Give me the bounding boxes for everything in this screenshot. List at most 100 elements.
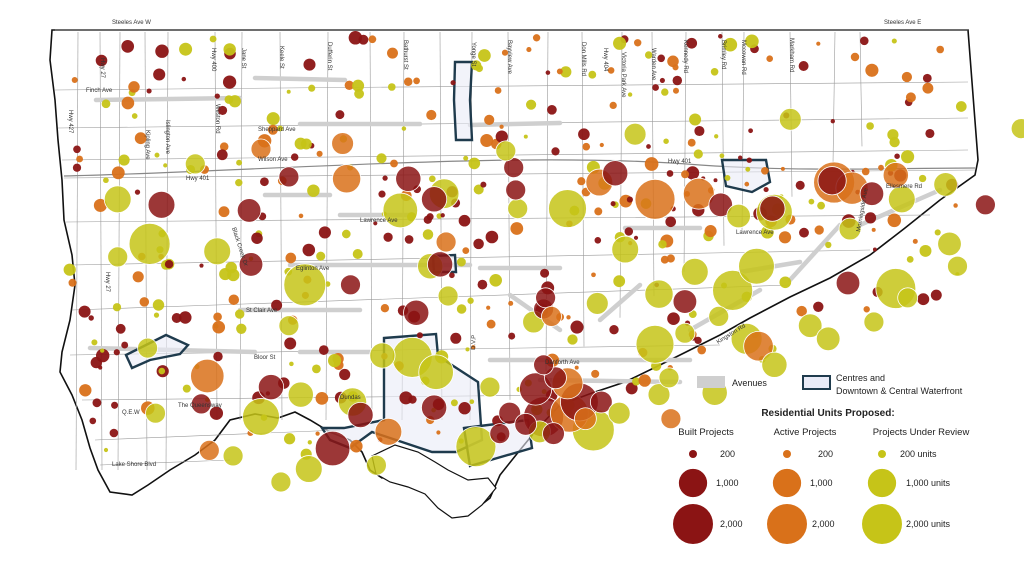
project-point	[315, 392, 329, 405]
project-bubble-active	[374, 417, 403, 446]
project-point	[134, 189, 141, 195]
project-bubble-review	[270, 471, 292, 493]
road-line	[683, 31, 687, 272]
project-point	[404, 235, 414, 244]
project-point	[315, 431, 320, 436]
project-point	[352, 249, 363, 259]
project-point	[113, 349, 120, 356]
project-point	[286, 89, 291, 94]
project-point	[289, 361, 294, 367]
project-point	[91, 339, 98, 346]
project-bubble-active	[682, 177, 715, 210]
project-bubble-review	[644, 279, 674, 309]
project-point	[480, 134, 494, 147]
project-point	[111, 166, 125, 180]
project-point	[626, 196, 633, 203]
project-point	[131, 113, 138, 119]
project-point	[307, 184, 320, 197]
project-bubble-built	[975, 194, 996, 216]
project-point	[917, 293, 930, 306]
project-bubble-review	[815, 326, 841, 352]
project-point	[450, 332, 462, 344]
project-point	[458, 214, 471, 227]
project-point	[666, 254, 675, 263]
project-point	[218, 105, 228, 115]
label-don-mills: Don Mills Rd	[580, 42, 586, 76]
project-bubble-active	[435, 231, 457, 253]
project-bubble-active	[660, 408, 682, 430]
project-point	[218, 206, 230, 218]
project-point	[458, 402, 471, 415]
project-point	[376, 153, 387, 164]
label-queensway: The Queensway	[178, 403, 222, 409]
label-steeles-w: Steeles Ave W	[112, 20, 151, 26]
project-point	[599, 142, 604, 148]
project-bubble-built	[514, 412, 538, 436]
project-point	[456, 257, 466, 267]
project-bubble-review	[242, 398, 280, 436]
project-point	[799, 227, 809, 238]
project-bubble-review	[507, 198, 529, 220]
project-point	[290, 153, 299, 161]
project-point	[860, 36, 869, 46]
project-point	[153, 312, 160, 318]
project-point	[501, 49, 509, 56]
project-point	[545, 70, 551, 75]
project-point	[471, 345, 476, 350]
project-point	[609, 325, 619, 335]
project-bubble-active	[331, 132, 354, 155]
project-point	[71, 77, 78, 83]
project-point	[825, 241, 832, 249]
project-point	[426, 109, 437, 121]
project-point	[390, 159, 398, 168]
project-point	[352, 79, 365, 92]
project-point	[477, 279, 488, 290]
label-st-clair: St Clair Ave	[246, 308, 278, 314]
project-point	[471, 60, 482, 71]
project-point	[632, 377, 641, 386]
legend-built-2000: 2,000	[720, 519, 743, 529]
label-eglinton: Eglinton Ave	[296, 266, 330, 272]
project-bubble-review	[778, 107, 802, 131]
project-point	[673, 87, 679, 94]
project-point	[746, 157, 753, 163]
project-point	[95, 54, 108, 67]
project-point	[627, 92, 633, 97]
project-point	[387, 47, 398, 59]
project-point	[88, 315, 94, 321]
label-hwy400: Hwy 400	[210, 48, 216, 72]
project-bubble-review	[184, 153, 206, 175]
label-qew: Q.E.W	[122, 410, 140, 416]
project-point	[307, 440, 312, 445]
project-bubble-review	[283, 263, 327, 307]
project-point	[153, 68, 166, 81]
project-bubble-review	[382, 192, 419, 229]
project-point	[723, 37, 738, 52]
project-point	[121, 96, 135, 110]
project-point	[373, 221, 378, 226]
label-hwy401-w: Hwy 401	[186, 176, 210, 182]
project-point	[566, 315, 571, 320]
project-point	[813, 301, 824, 312]
project-point	[103, 177, 109, 184]
project-point	[547, 104, 557, 115]
label-bloor: Bloor St	[254, 355, 276, 361]
project-point	[98, 365, 103, 370]
legend-circle-active-2000	[767, 504, 807, 544]
project-bubble-review	[585, 292, 609, 315]
project-point	[665, 216, 677, 228]
project-point	[689, 113, 702, 126]
project-bubble-built	[498, 401, 522, 425]
label-sheppard: Sheppard Ave	[258, 127, 296, 133]
project-point	[718, 34, 723, 39]
project-point	[918, 174, 927, 183]
legend-review-200: 200 units	[900, 449, 937, 459]
project-point	[556, 68, 563, 75]
project-point	[510, 222, 524, 235]
project-point	[659, 77, 665, 83]
project-bubble-active	[574, 407, 597, 431]
project-point	[508, 300, 514, 306]
project-point	[403, 77, 413, 87]
project-point	[271, 299, 283, 311]
project-bubble-review	[761, 351, 788, 378]
